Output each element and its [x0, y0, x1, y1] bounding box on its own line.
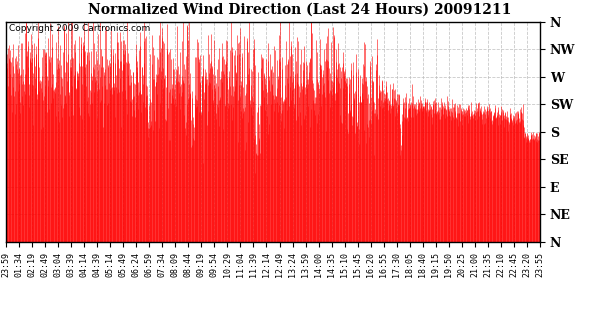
Text: Normalized Wind Direction (Last 24 Hours) 20091211: Normalized Wind Direction (Last 24 Hours… — [88, 3, 512, 17]
Text: Copyright 2009 Cartronics.com: Copyright 2009 Cartronics.com — [8, 24, 150, 33]
